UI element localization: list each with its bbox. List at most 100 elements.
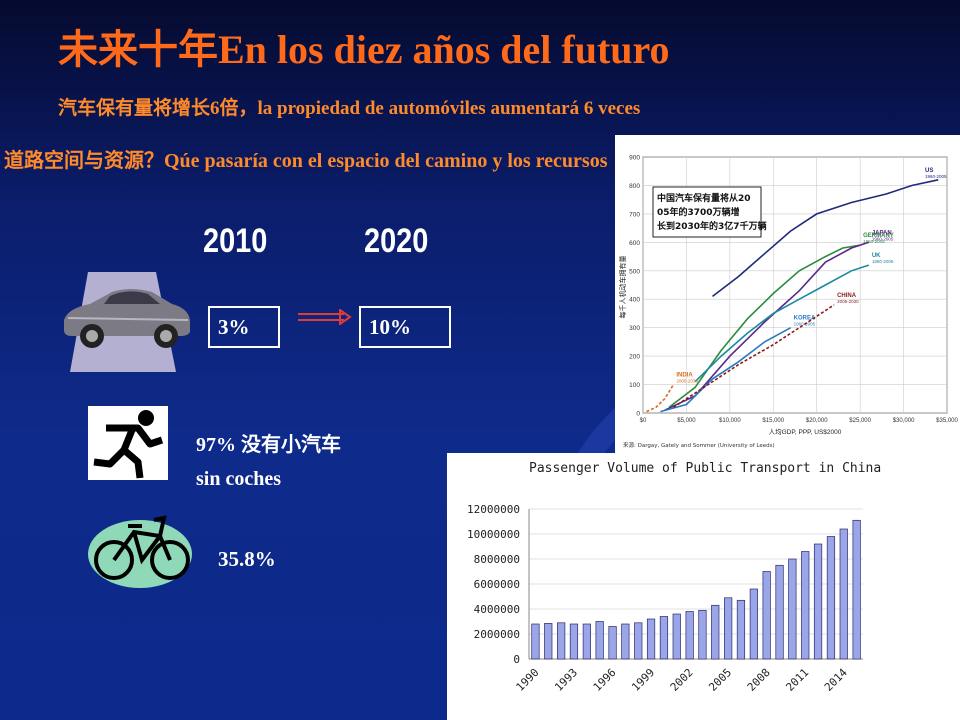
no-car-sin-coches-label: sin coches <box>196 468 281 490</box>
y-tick-label: 8000000 <box>474 553 520 566</box>
series-period-us: 1960-2005 <box>925 174 947 179</box>
y-tick-label: 700 <box>629 211 640 218</box>
bar-1997 <box>621 623 630 660</box>
series-line-india <box>646 384 675 413</box>
y-tick-label: 800 <box>629 183 640 190</box>
y-tick-label: 500 <box>629 268 640 275</box>
year-2020: 2020 <box>364 222 429 260</box>
public-transport-chart-panel: Passenger Volume of Public Transport in … <box>447 453 960 720</box>
x-tick-label: 2008 <box>745 666 773 694</box>
x-tick-label: $35,000 <box>936 418 958 424</box>
car-icon <box>64 272 190 372</box>
x-tick-label: 1990 <box>514 666 542 694</box>
x-tick-label: 2005 <box>706 666 734 694</box>
bar-2007 <box>749 588 758 660</box>
series-line-china <box>672 304 835 408</box>
series-period-germany: 1960-2005 <box>863 239 885 244</box>
x-tick-label: $5,000 <box>677 418 696 424</box>
y-tick-label: 100 <box>629 382 640 389</box>
car-ownership-chart: 0 100 200 300 400 500 600 700 800 900 $0 $5,000 $10,… <box>618 155 959 450</box>
series-label-japan: JAPAN <box>872 230 892 236</box>
series-line-germany <box>668 244 861 408</box>
bar-2003 <box>698 609 707 660</box>
y-tick-label: 0 <box>513 653 520 666</box>
series-label-china: CHINA <box>837 293 857 299</box>
y-tick-label: 300 <box>629 325 640 332</box>
transport-chart-title: Passenger Volume of Public Transport in … <box>529 461 882 476</box>
bar-1998 <box>634 622 643 660</box>
bar-1996 <box>608 626 617 660</box>
public-transport-chart: 0 2000000 4000000 6000000 8000000 10000000 120… <box>467 503 863 694</box>
annotation-line: 长到2030年的3亿7千万辆 <box>657 220 767 232</box>
bar-2000 <box>659 616 669 660</box>
series-line-korea <box>660 326 792 413</box>
x-tick-label: 1996 <box>591 666 619 694</box>
car-share-2010-box: 3% <box>208 306 280 348</box>
x-tick-label: $20,000 <box>806 418 828 424</box>
annotation-line: 中国汽车保有量将从20 <box>657 192 751 204</box>
bar-2010 <box>788 558 797 660</box>
x-tick-label: 2011 <box>783 666 811 694</box>
series-period-japan: 1960-2005 <box>872 236 894 241</box>
x-tick-label: 1993 <box>552 666 580 694</box>
x-tick-label: 1999 <box>629 666 657 694</box>
car-share-2020-box: 10% <box>359 306 451 348</box>
slide-subtitle: 汽车保有量将增长6倍，la propiedad de automóviles a… <box>58 98 641 119</box>
x-tick-label: $0 <box>640 418 647 424</box>
bar-2015 <box>852 519 861 660</box>
bar-1994 <box>582 623 591 660</box>
annotation-line: 05年的3700万辆增 <box>657 206 740 218</box>
no-car-pct-label: 97% 没有小汽车 <box>196 434 341 456</box>
series-period-china: 2005-2030 <box>837 299 859 304</box>
x-tick-label: $30,000 <box>893 418 915 424</box>
bar-2012 <box>813 543 823 660</box>
x-tick-label: $15,000 <box>762 418 784 424</box>
bar-2001 <box>672 613 681 660</box>
x-tick-label: $10,000 <box>719 418 741 424</box>
series-label-india: INDIA <box>676 373 693 379</box>
bar-2009 <box>775 564 784 660</box>
slide-title: 未来十年En los diez años del futuro <box>58 27 670 72</box>
bar-2004 <box>711 604 720 660</box>
bar-2005 <box>724 597 733 660</box>
y-tick-label: 2000000 <box>474 628 520 641</box>
arrow-right-icon <box>298 309 352 325</box>
bar-2006 <box>736 599 746 660</box>
bar-1991 <box>544 623 553 660</box>
car-ownership-chart-panel: 0 100 200 300 400 500 600 700 800 900 $0 $5,000 $10,… <box>615 135 960 453</box>
series-label-uk: UK <box>872 253 881 259</box>
series-period-uk: 1960-2005 <box>872 259 894 264</box>
bar-2013 <box>826 536 836 660</box>
y-tick-label: 10000000 <box>467 528 520 541</box>
annotation-frame <box>652 186 762 238</box>
series-label-korea: KOREA <box>794 316 816 322</box>
bike-pct-label: 35.8% <box>218 547 276 571</box>
bar-1995 <box>595 621 604 660</box>
bar-2014 <box>839 528 848 660</box>
bar-1992 <box>557 622 566 660</box>
series-period-india: 2005-2030 <box>676 379 698 384</box>
year-2010: 2010 <box>203 222 268 260</box>
y-tick-label: 600 <box>629 240 640 247</box>
series-label-germany: GERMANY <box>863 233 894 239</box>
y-tick-label: 200 <box>629 354 640 361</box>
series-line-us <box>712 179 939 298</box>
bar-2008 <box>762 571 771 660</box>
source-note: 来源: Dargay, Gately and Sommer (Universit… <box>623 441 775 449</box>
running-person-icon <box>88 406 168 480</box>
bar-1999 <box>646 618 656 660</box>
y-axis-label: 每千人机动车拥有量 <box>618 256 627 319</box>
y-tick-label: 400 <box>629 297 640 304</box>
bar-1993 <box>569 623 579 660</box>
series-line-uk <box>694 264 870 383</box>
y-tick-label: 4000000 <box>474 603 520 616</box>
y-tick-label: 0 <box>636 411 640 418</box>
x-tick-label: $25,000 <box>849 418 871 424</box>
bar-2011 <box>801 551 810 660</box>
bar-1990 <box>531 623 540 660</box>
x-tick-label: 2002 <box>668 666 696 694</box>
y-tick-label: 12000000 <box>467 503 520 516</box>
bicycle-icon <box>88 515 192 588</box>
y-tick-label: 900 <box>629 155 640 162</box>
